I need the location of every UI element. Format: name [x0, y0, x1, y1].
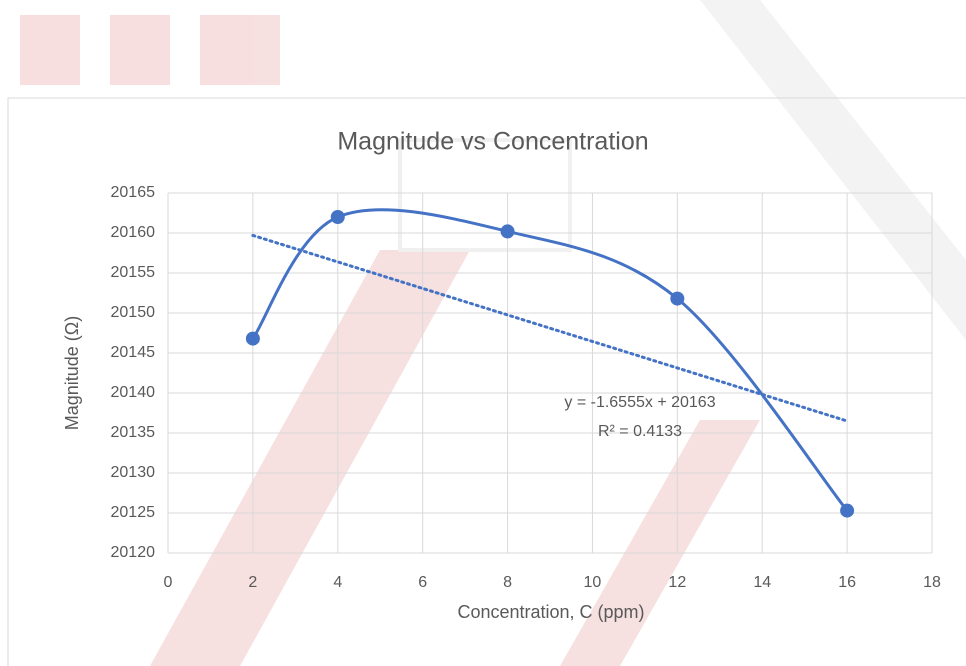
y-tick-label: 20135: [111, 424, 156, 441]
x-tick-label: 8: [503, 574, 512, 591]
x-tick-label: 0: [164, 574, 173, 591]
x-axis-title: Concentration, C (ppm): [457, 602, 644, 622]
x-tick-label: 12: [668, 574, 686, 591]
data-point: [840, 503, 855, 518]
data-point: [245, 331, 260, 346]
y-tick-label: 20155: [111, 264, 156, 281]
x-tick-label: 10: [584, 574, 602, 591]
x-tick-label: 6: [418, 574, 427, 591]
y-tick-label: 20120: [111, 544, 156, 561]
y-tick-label: 20145: [111, 344, 156, 361]
y-tick-label: 20165: [111, 184, 156, 201]
y-tick-label: 20160: [111, 224, 156, 241]
watermark-stripe: [700, 0, 966, 340]
series-line: [251, 208, 849, 512]
trendline: [251, 233, 849, 423]
y-tick-label: 20150: [111, 304, 156, 321]
data-point: [330, 210, 345, 224]
trendline-equation: R² = 0.4133: [598, 423, 682, 440]
trendline-equation: y = -1.6555x + 20163: [564, 394, 715, 411]
x-tick-label: 18: [923, 574, 941, 591]
x-tick-label: 14: [753, 574, 771, 591]
data-point: [670, 291, 685, 306]
watermark: [20, 15, 760, 666]
x-tick-label: 16: [838, 574, 856, 591]
y-axis-title: Magnitude (Ω): [62, 316, 82, 431]
chart-border: [7, 97, 966, 666]
y-tick-label: 20130: [111, 464, 156, 481]
y-tick-label: 20140: [111, 384, 156, 401]
x-tick-label: 4: [333, 574, 342, 591]
y-tick-label: 20125: [111, 504, 156, 521]
chart-title: Magnitude vs Concentration: [337, 128, 648, 156]
x-tick-label: 2: [248, 574, 257, 591]
data-point: [500, 224, 515, 239]
